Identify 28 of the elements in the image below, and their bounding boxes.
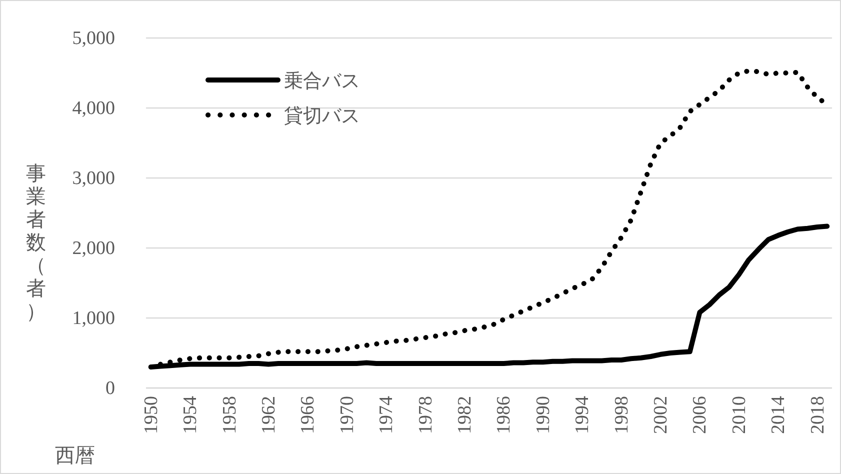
x-tick-label: 1974 <box>376 396 398 434</box>
x-tick-label: 2010 <box>728 396 750 434</box>
x-tick-label: 1962 <box>258 396 280 434</box>
x-tick-label: 1950 <box>140 396 162 434</box>
x-tick-label: 2018 <box>807 396 828 434</box>
legend-label: 貸切バス <box>284 105 360 127</box>
x-tick-label: 1954 <box>180 396 202 434</box>
x-tick-label: 1986 <box>494 396 515 434</box>
y-tick-label: 0 <box>106 378 115 399</box>
x-tick-label: 1970 <box>336 396 358 434</box>
x-tick-label: 2002 <box>650 396 672 434</box>
legend-label: 乗合バス <box>284 71 360 92</box>
y-tick-label: 5,000 <box>72 28 115 49</box>
x-tick-label: 1958 <box>219 396 240 434</box>
x-tick-label: 1990 <box>532 396 554 434</box>
x-tick-label: 1998 <box>611 396 632 434</box>
y-tick-label: 4,000 <box>72 98 115 119</box>
x-tick-label: 1982 <box>454 396 476 434</box>
x-axis-title: 西暦 <box>55 445 95 467</box>
y-tick-label: 1,000 <box>72 308 115 329</box>
x-tick-label: 1978 <box>415 396 436 434</box>
y-tick-label: 3,000 <box>72 168 115 189</box>
x-tick-label: 1966 <box>298 396 319 434</box>
y-tick-label: 2,000 <box>72 238 115 259</box>
x-tick-label: 2014 <box>768 396 790 434</box>
y-axis-title: 事業者数（者） <box>26 163 46 323</box>
x-tick-label: 1994 <box>572 396 594 434</box>
x-tick-label: 2006 <box>690 396 711 434</box>
